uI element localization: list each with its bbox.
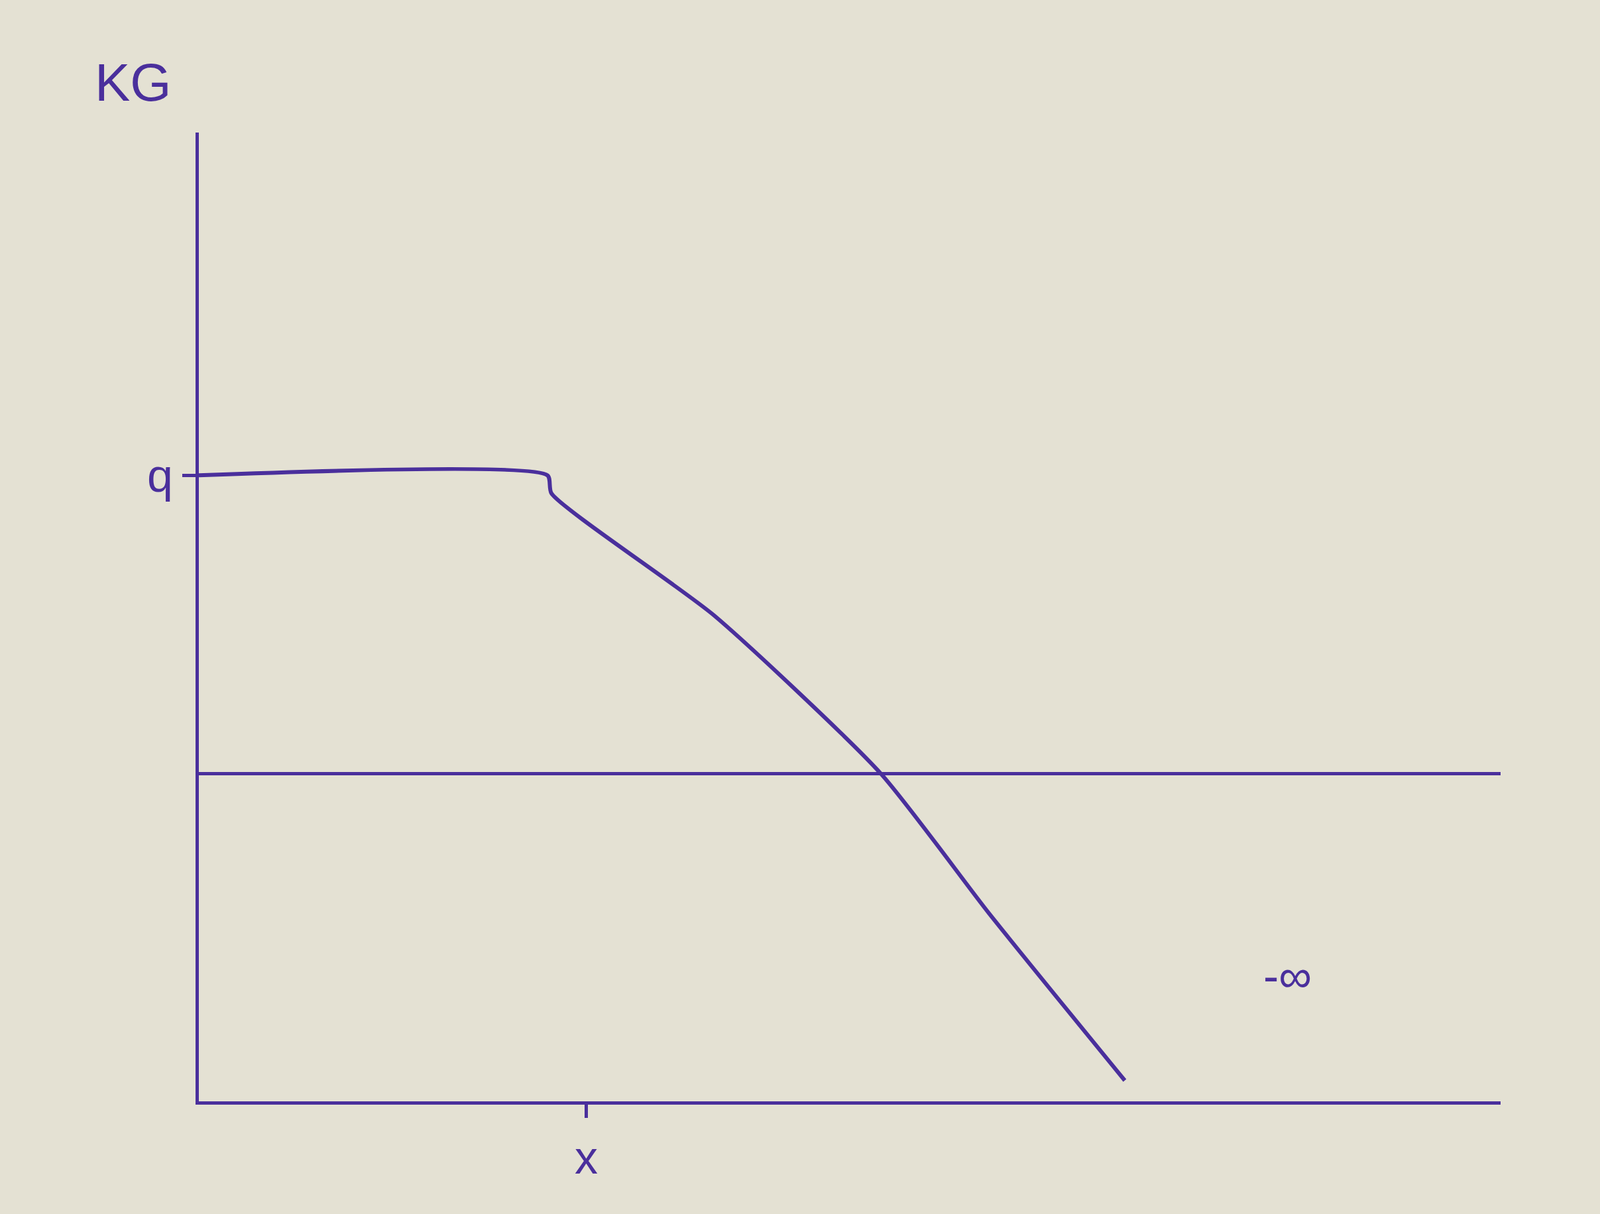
svg-text:x: x [574,1132,598,1184]
svg-text:-∞: -∞ [1263,950,1312,1003]
svg-text:q: q [147,450,173,502]
svg-text:KG: KG [94,53,172,113]
